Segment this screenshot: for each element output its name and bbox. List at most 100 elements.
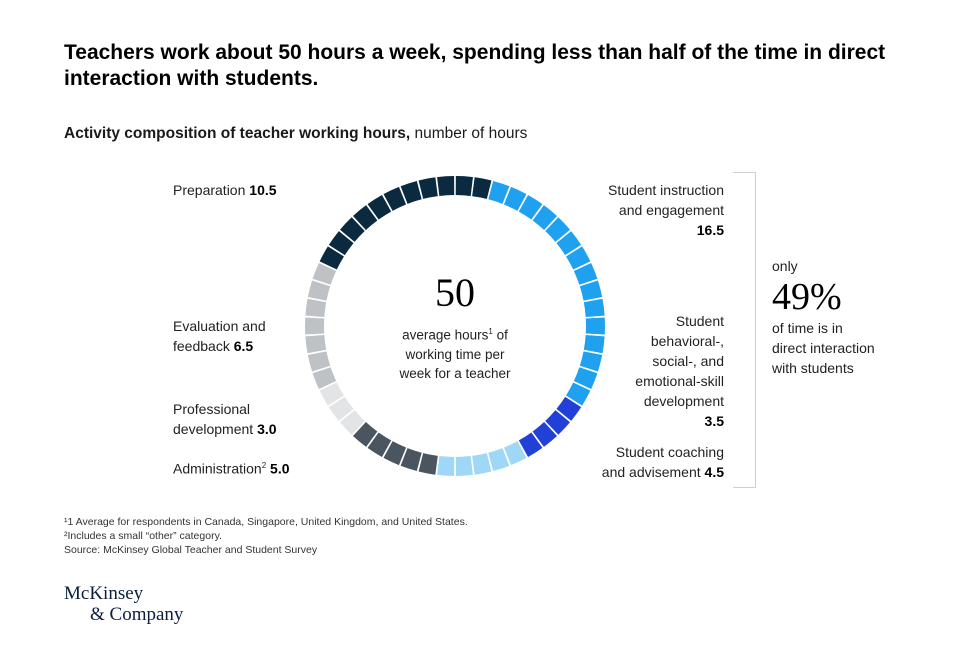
donut-segment-preparation: [455, 176, 473, 196]
footnote-1: ¹1 Average for respondents in Canada, Si…: [64, 516, 468, 528]
donut-segment-coaching: [437, 456, 455, 476]
donut-segment-instruction: [488, 180, 510, 204]
label-preparation-value: 10.5: [249, 182, 277, 198]
donut-segment-instruction: [579, 351, 603, 372]
donut-segment-coaching: [472, 453, 492, 475]
center-line3: week for a teacher: [399, 365, 511, 381]
callout-percentage: 49%: [772, 276, 842, 318]
donut-segment-instruction: [545, 217, 570, 242]
chart-subtitle: Activity composition of teacher working …: [64, 125, 527, 143]
label-behavioral-line3: social-, and: [652, 353, 724, 369]
label-administration-footnote: 2: [261, 461, 267, 470]
label-evaluation-line2: feedback: [173, 338, 234, 354]
label-professional-line2: development: [173, 421, 258, 437]
callout-line1: of time is in: [772, 320, 843, 336]
center-footnote-marker: 1: [488, 327, 493, 336]
donut-segment-evaluation: [312, 367, 337, 390]
donut-segment-professional: [340, 410, 365, 435]
donut-segment-administration: [383, 441, 407, 466]
donut-segment-administration: [367, 432, 392, 458]
footnote-2: ²Includes a small “other” category.: [64, 530, 222, 542]
label-professional: Professional development 3.0: [173, 399, 277, 439]
donut-segment-preparation: [400, 180, 422, 204]
label-instruction-line1: Student instruction: [608, 182, 724, 198]
label-behavioral-value: 3.5: [704, 413, 724, 429]
donut-segment-preparation: [418, 177, 438, 199]
donut-segment-professional: [328, 396, 354, 421]
donut-segment-coaching: [455, 456, 473, 476]
donut-segment-preparation: [472, 177, 492, 199]
donut-segment-instruction: [583, 298, 605, 317]
label-evaluation: Evaluation and feedback 6.5: [173, 316, 266, 356]
label-coaching-line1: Student coaching: [615, 444, 724, 460]
donut-segment-evaluation: [305, 298, 327, 317]
donut-segment-evaluation: [304, 317, 325, 335]
donut-segment-coaching: [503, 441, 527, 466]
donut-segment-preparation: [367, 194, 392, 220]
label-behavioral-line2: behavioral-,: [650, 333, 724, 349]
label-coaching: Student coaching and advisement 4.5: [560, 442, 724, 482]
label-evaluation-line1: Evaluation and: [173, 318, 266, 334]
source-note: Source: McKinsey Global Teacher and Stud…: [64, 544, 318, 556]
donut-segment-instruction: [566, 246, 591, 270]
donut-segment-behavioral: [556, 396, 582, 421]
subtitle-bold: Activity composition of teacher working …: [64, 125, 411, 142]
subtitle-unit: number of hours: [410, 125, 528, 142]
label-behavioral-line4: emotional-skill: [635, 373, 724, 389]
center-description: average hours1 of working time per week …: [380, 322, 530, 383]
donut-segment-evaluation: [307, 351, 331, 372]
label-coaching-value: 4.5: [704, 464, 724, 480]
donut-segment-instruction: [585, 317, 606, 335]
center-line1: average hours: [402, 327, 489, 343]
donut-segment-instruction: [583, 335, 605, 354]
label-instruction: Student instruction and engagement 16.5: [560, 180, 724, 240]
donut-segment-behavioral: [545, 410, 570, 435]
label-administration-name: Administration: [173, 460, 262, 477]
chart-title: Teachers work about 50 hours a week, spe…: [64, 41, 886, 90]
callout-line3: with students: [772, 360, 854, 376]
center-line1b: of: [492, 327, 508, 343]
label-coaching-line2: and advisement: [601, 464, 705, 480]
label-professional-line1: Professional: [173, 401, 251, 417]
donut-segment-evaluation: [305, 335, 327, 354]
label-evaluation-value: 6.5: [233, 338, 254, 354]
donut-segment-coaching: [488, 448, 510, 472]
label-preparation: Preparation 10.5: [173, 180, 277, 200]
donut-segment-administration: [418, 453, 438, 475]
label-behavioral: Student behavioral-, social-, and emotional…: [560, 311, 724, 431]
donut-segment-evaluation: [307, 280, 331, 301]
callout-line2: direct interaction: [772, 340, 875, 356]
center-line2: working time per: [405, 346, 505, 362]
donut-segment-instruction: [579, 280, 603, 301]
donut-segment-instruction: [566, 382, 591, 406]
donut-segment-instruction: [532, 205, 558, 230]
donut-segment-evaluation: [312, 262, 337, 285]
label-behavioral-line1: Student: [675, 313, 724, 329]
label-professional-value: 3.0: [257, 421, 277, 437]
label-administration: Administration2 5.0: [173, 456, 290, 479]
donut-segment-behavioral: [532, 422, 558, 447]
label-instruction-value: 16.5: [696, 222, 724, 238]
donut-segment-instruction: [503, 186, 527, 211]
footnotes: ¹1 Average for respondents in Canada, Si…: [64, 515, 468, 557]
logo-line2: & Company: [90, 604, 184, 625]
label-instruction-line2: and engagement: [618, 202, 724, 218]
donut-segment-preparation: [383, 186, 407, 211]
label-preparation-name: Preparation: [173, 182, 250, 198]
donut-segment-administration: [400, 448, 422, 472]
donut-segment-preparation: [319, 246, 344, 270]
logo-line1: McKinsey: [64, 583, 144, 604]
label-administration-value: 5.0: [270, 460, 290, 477]
donut-segment-professional: [319, 382, 344, 406]
donut-segments: [304, 176, 606, 476]
donut-segment-preparation: [340, 217, 365, 242]
mckinsey-logo: McKinsey & Company: [64, 583, 183, 625]
donut-segment-instruction: [573, 262, 598, 285]
direct-interaction-bracket: [733, 172, 756, 488]
donut-segment-preparation: [437, 176, 455, 196]
donut-segment-preparation: [328, 231, 354, 256]
donut-segment-preparation: [352, 205, 378, 230]
center-total-value: 50: [435, 270, 475, 315]
label-behavioral-line5: development: [643, 393, 724, 409]
